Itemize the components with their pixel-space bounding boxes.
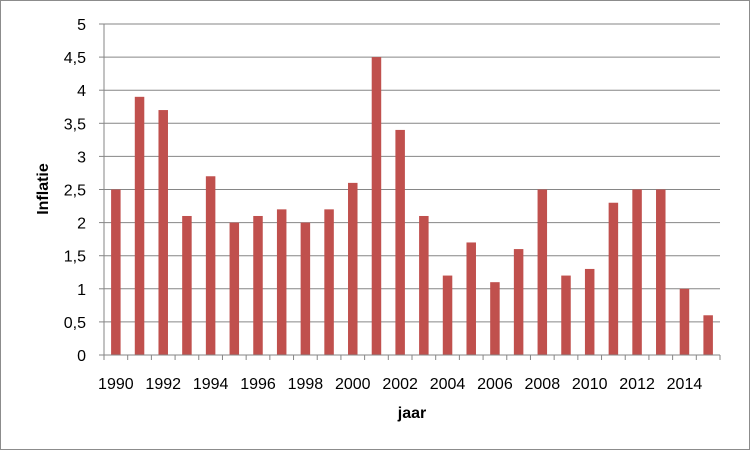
bar-1999 bbox=[324, 209, 334, 355]
y-tick-label: 4 bbox=[77, 83, 86, 100]
y-tick-label: 1,5 bbox=[64, 249, 86, 266]
y-tick-label: 2,5 bbox=[64, 183, 86, 200]
x-tick-label: 2012 bbox=[619, 376, 655, 393]
bar-2008 bbox=[537, 189, 548, 355]
bar-1995 bbox=[229, 222, 240, 355]
y-tick-label: 2 bbox=[77, 216, 86, 233]
bar-2003 bbox=[419, 215, 429, 355]
bar-1996 bbox=[253, 215, 263, 355]
y-tick-label: 3,5 bbox=[64, 116, 86, 133]
axes bbox=[99, 23, 721, 360]
bar-1990 bbox=[111, 189, 121, 355]
y-tick-label: 0 bbox=[77, 348, 86, 365]
bar-2001 bbox=[371, 57, 382, 355]
x-tick-label: 1994 bbox=[193, 376, 229, 393]
bar-2010 bbox=[584, 268, 595, 355]
x-tick-label: 2004 bbox=[430, 376, 466, 393]
x-tick-label: 1990 bbox=[98, 376, 134, 393]
bar-1991 bbox=[134, 96, 145, 355]
bar-2011 bbox=[608, 202, 619, 355]
y-tick-label: 4,5 bbox=[64, 50, 86, 67]
x-tick-label: 1998 bbox=[288, 376, 324, 393]
x-tick-label: 1996 bbox=[240, 376, 276, 393]
bar-2013 bbox=[656, 189, 666, 355]
bar-1992 bbox=[158, 110, 168, 355]
x-axis-title: jaar bbox=[397, 405, 426, 422]
y-tick-label: 0,5 bbox=[64, 315, 86, 332]
y-tick-label: 5 bbox=[77, 17, 86, 34]
bar-2000 bbox=[348, 182, 358, 355]
y-tick-label: 1 bbox=[77, 282, 86, 299]
bar-2014 bbox=[679, 288, 690, 355]
x-tick-label: 2008 bbox=[525, 376, 561, 393]
y-axis-title: Inflatie bbox=[35, 163, 52, 215]
x-tick-labels: 1990 1992 1994 1996 1998 2000 2002 2004 2006 2008… bbox=[98, 376, 702, 393]
x-tick-label: 2014 bbox=[667, 376, 703, 393]
bar-2009 bbox=[561, 275, 571, 355]
y-tick-labels: 0 0,5 1 1,5 2 2,5 3 3,5 4 4,5 5 bbox=[64, 17, 86, 365]
y-tick-label: 3 bbox=[77, 149, 86, 166]
bar-2007 bbox=[513, 249, 524, 355]
bar-2012 bbox=[632, 189, 642, 355]
bar-1998 bbox=[300, 222, 311, 355]
x-tick-label: 2010 bbox=[572, 376, 608, 393]
bar-2005 bbox=[466, 242, 476, 355]
bar-2006 bbox=[490, 282, 500, 355]
bar-1997 bbox=[276, 209, 287, 355]
bar-2002 bbox=[395, 129, 405, 355]
bar-1994 bbox=[205, 176, 216, 355]
x-tick-label: 2000 bbox=[335, 376, 371, 393]
bar-2004 bbox=[442, 275, 453, 355]
gridlines bbox=[104, 23, 720, 323]
x-tick-label: 2006 bbox=[477, 376, 513, 393]
x-tick-label: 1992 bbox=[145, 376, 181, 393]
bars bbox=[111, 57, 713, 355]
bar-1993 bbox=[182, 215, 192, 355]
bar-2015 bbox=[703, 315, 713, 355]
x-tick-label: 2002 bbox=[382, 376, 418, 393]
